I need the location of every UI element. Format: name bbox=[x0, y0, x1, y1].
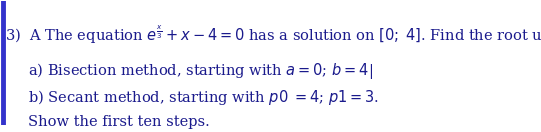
Text: 3)  A The equation $e^{\frac{x}{3}} + x - 4 = 0$ has a solution on $[0;\; 4]$. F: 3) A The equation $e^{\frac{x}{3}} + x -… bbox=[5, 24, 541, 46]
Text: a) Bisection method, starting with $a = 0$; $b = 4$|: a) Bisection method, starting with $a = … bbox=[28, 61, 373, 81]
Text: b) Secant method, starting with $p0\; = 4$; $p1 = 3$.: b) Secant method, starting with $p0\; = … bbox=[28, 88, 380, 107]
Text: Show the first ten steps.: Show the first ten steps. bbox=[28, 115, 210, 129]
